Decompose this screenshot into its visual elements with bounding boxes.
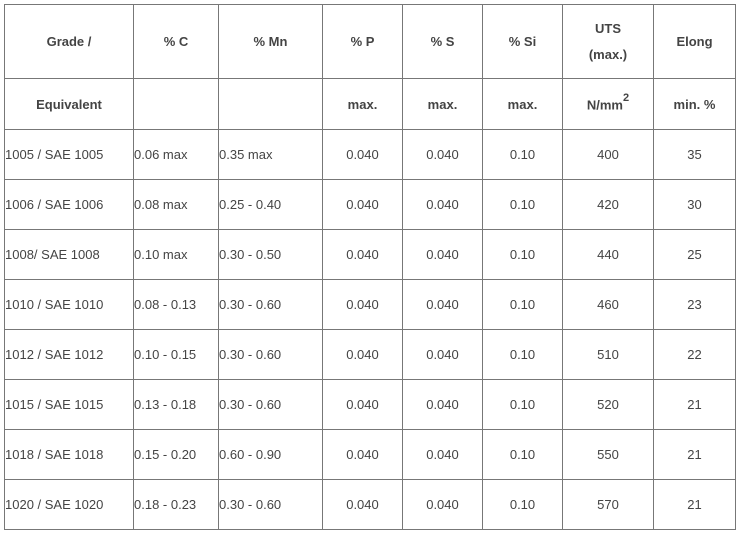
header-uts-unit: N/mm2 bbox=[562, 78, 654, 130]
cell-grade: 1008/ SAE 1008 bbox=[4, 229, 134, 280]
cell-sulfur: 0.040 bbox=[402, 179, 483, 230]
cell-elong: 22 bbox=[653, 329, 736, 380]
cell-grade: 1005 / SAE 1005 bbox=[4, 129, 134, 180]
cell-phosphorus: 0.040 bbox=[322, 229, 403, 280]
header-elong: Elong bbox=[653, 4, 736, 79]
cell-uts: 400 bbox=[562, 129, 654, 180]
header-grade: Grade / bbox=[4, 4, 134, 79]
cell-silicon: 0.10 bbox=[482, 479, 563, 530]
cell-grade: 1015 / SAE 1015 bbox=[4, 379, 134, 430]
cell-phosphorus: 0.040 bbox=[322, 329, 403, 380]
cell-uts: 420 bbox=[562, 179, 654, 230]
cell-manganese: 0.30 - 0.60 bbox=[218, 379, 323, 430]
cell-grade: 1010 / SAE 1010 bbox=[4, 279, 134, 330]
cell-uts: 520 bbox=[562, 379, 654, 430]
cell-elong: 23 bbox=[653, 279, 736, 330]
cell-grade: 1006 / SAE 1006 bbox=[4, 179, 134, 230]
cell-uts: 550 bbox=[562, 429, 654, 480]
cell-grade: 1012 / SAE 1012 bbox=[4, 329, 134, 380]
cell-manganese: 0.30 - 0.60 bbox=[218, 329, 323, 380]
cell-sulfur: 0.040 bbox=[402, 429, 483, 480]
cell-manganese: 0.30 - 0.60 bbox=[218, 279, 323, 330]
cell-silicon: 0.10 bbox=[482, 379, 563, 430]
cell-silicon: 0.10 bbox=[482, 329, 563, 380]
header-uts-unit-sup: 2 bbox=[623, 92, 630, 105]
cell-phosphorus: 0.040 bbox=[322, 429, 403, 480]
cell-phosphorus: 0.040 bbox=[322, 279, 403, 330]
header-manganese-unit bbox=[218, 78, 323, 130]
table-row: 1018 / SAE 1018 0.15 - 0.20 0.60 - 0.90 … bbox=[4, 429, 736, 480]
steel-grade-table: Grade / % C % Mn % P % S % Si UTS (max.)… bbox=[4, 4, 736, 530]
table-row: 1006 / SAE 1006 0.08 max 0.25 - 0.40 0.0… bbox=[4, 179, 736, 230]
header-sulfur-unit: max. bbox=[402, 78, 483, 130]
header-silicon-unit: max. bbox=[482, 78, 563, 130]
cell-manganese: 0.60 - 0.90 bbox=[218, 429, 323, 480]
cell-silicon: 0.10 bbox=[482, 229, 563, 280]
table-row: 1010 / SAE 1010 0.08 - 0.13 0.30 - 0.60 … bbox=[4, 279, 736, 330]
cell-uts: 510 bbox=[562, 329, 654, 380]
header-silicon: % Si bbox=[482, 4, 563, 79]
cell-carbon: 0.10 - 0.15 bbox=[133, 329, 219, 380]
cell-manganese: 0.30 - 0.50 bbox=[218, 229, 323, 280]
cell-uts: 570 bbox=[562, 479, 654, 530]
cell-silicon: 0.10 bbox=[482, 429, 563, 480]
cell-carbon: 0.08 max bbox=[133, 179, 219, 230]
cell-manganese: 0.35 max bbox=[218, 129, 323, 180]
header-uts-unit-text: N/mm bbox=[586, 97, 623, 113]
header-carbon: % C bbox=[133, 4, 219, 79]
cell-silicon: 0.10 bbox=[482, 129, 563, 180]
header-uts-sub: (max.) bbox=[588, 46, 628, 62]
cell-carbon: 0.18 - 0.23 bbox=[133, 479, 219, 530]
cell-manganese: 0.25 - 0.40 bbox=[218, 179, 323, 230]
header-carbon-unit bbox=[133, 78, 219, 130]
table-row: 1020 / SAE 1020 0.18 - 0.23 0.30 - 0.60 … bbox=[4, 479, 736, 530]
cell-phosphorus: 0.040 bbox=[322, 129, 403, 180]
cell-carbon: 0.10 max bbox=[133, 229, 219, 280]
cell-elong: 21 bbox=[653, 479, 736, 530]
table-row: 1012 / SAE 1012 0.10 - 0.15 0.30 - 0.60 … bbox=[4, 329, 736, 380]
cell-carbon: 0.08 - 0.13 bbox=[133, 279, 219, 330]
table-row: 1015 / SAE 1015 0.13 - 0.18 0.30 - 0.60 … bbox=[4, 379, 736, 430]
cell-uts: 440 bbox=[562, 229, 654, 280]
header-uts: UTS (max.) bbox=[562, 4, 654, 79]
header-elong-unit: min. % bbox=[653, 78, 736, 130]
cell-uts: 460 bbox=[562, 279, 654, 330]
cell-sulfur: 0.040 bbox=[402, 329, 483, 380]
cell-elong: 21 bbox=[653, 429, 736, 480]
cell-silicon: 0.10 bbox=[482, 179, 563, 230]
header-sulfur: % S bbox=[402, 4, 483, 79]
header-equivalent: Equivalent bbox=[4, 78, 134, 130]
cell-sulfur: 0.040 bbox=[402, 129, 483, 180]
cell-phosphorus: 0.040 bbox=[322, 479, 403, 530]
header-phosphorus-unit: max. bbox=[322, 78, 403, 130]
cell-carbon: 0.15 - 0.20 bbox=[133, 429, 219, 480]
cell-carbon: 0.13 - 0.18 bbox=[133, 379, 219, 430]
header-phosphorus: % P bbox=[322, 4, 403, 79]
cell-grade: 1020 / SAE 1020 bbox=[4, 479, 134, 530]
cell-sulfur: 0.040 bbox=[402, 379, 483, 430]
cell-manganese: 0.30 - 0.60 bbox=[218, 479, 323, 530]
cell-elong: 21 bbox=[653, 379, 736, 430]
table-row: 1008/ SAE 1008 0.10 max 0.30 - 0.50 0.04… bbox=[4, 229, 736, 280]
header-manganese: % Mn bbox=[218, 4, 323, 79]
cell-sulfur: 0.040 bbox=[402, 479, 483, 530]
header-row-bottom: Equivalent max. max. max. N/mm2 min. % bbox=[4, 78, 736, 130]
cell-elong: 25 bbox=[653, 229, 736, 280]
table-row: 1005 / SAE 1005 0.06 max 0.35 max 0.040 … bbox=[4, 129, 736, 180]
cell-elong: 35 bbox=[653, 129, 736, 180]
header-row-top: Grade / % C % Mn % P % S % Si UTS (max.)… bbox=[4, 4, 736, 79]
cell-sulfur: 0.040 bbox=[402, 279, 483, 330]
cell-sulfur: 0.040 bbox=[402, 229, 483, 280]
cell-carbon: 0.06 max bbox=[133, 129, 219, 180]
cell-phosphorus: 0.040 bbox=[322, 379, 403, 430]
cell-elong: 30 bbox=[653, 179, 736, 230]
cell-silicon: 0.10 bbox=[482, 279, 563, 330]
cell-grade: 1018 / SAE 1018 bbox=[4, 429, 134, 480]
header-uts-label: UTS bbox=[595, 20, 621, 36]
cell-phosphorus: 0.040 bbox=[322, 179, 403, 230]
